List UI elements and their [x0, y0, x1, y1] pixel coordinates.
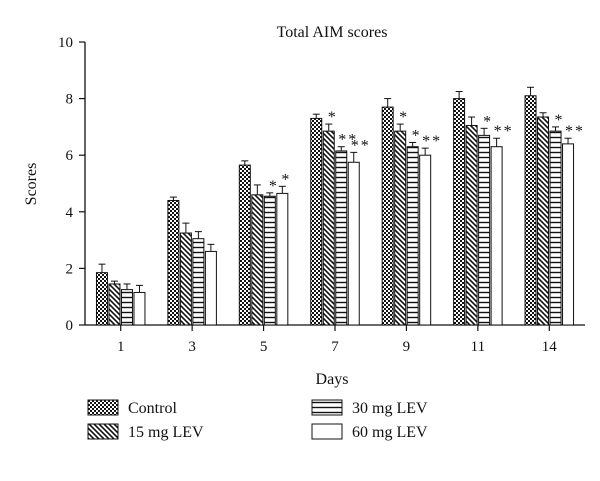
legend-label: Control — [128, 400, 177, 417]
y-tick-label: 10 — [58, 35, 73, 51]
legend-swatch — [311, 423, 343, 440]
significance-marker: ** — [422, 133, 442, 150]
legend-label: 30 mg LEV — [352, 400, 428, 417]
y-tick-label: 0 — [66, 318, 74, 334]
y-axis-label: Scores — [23, 163, 40, 206]
bar — [406, 146, 419, 326]
significance-marker: * — [281, 171, 291, 188]
y-tick-label: 8 — [66, 92, 74, 108]
bar — [322, 130, 335, 326]
bar — [108, 283, 121, 326]
bar — [133, 291, 146, 326]
bar — [167, 199, 180, 326]
bar — [204, 250, 217, 326]
bar — [238, 164, 251, 326]
bar — [537, 116, 550, 326]
x-tick-label: 14 — [542, 339, 558, 355]
y-tick-label: 6 — [66, 148, 74, 164]
bar — [179, 232, 192, 326]
bar — [335, 150, 348, 326]
x-tick-label: 5 — [260, 339, 268, 355]
x-tick-label: 9 — [403, 339, 411, 355]
significance-marker: * — [399, 109, 409, 126]
bar — [347, 161, 360, 326]
x-tick-label: 11 — [471, 339, 485, 355]
legend: Control 15 mg LEV 30 mg LEV 60 mg LEV — [87, 399, 428, 441]
bar — [251, 194, 264, 326]
significance-marker: * — [412, 127, 422, 144]
bar — [419, 154, 432, 326]
bar — [524, 95, 537, 326]
bar — [263, 195, 276, 326]
bar — [192, 238, 205, 326]
bar — [549, 130, 562, 326]
bars-group: * ******** ******** — [95, 86, 585, 326]
significance-marker: * — [483, 113, 493, 130]
bar — [95, 272, 108, 326]
bar — [381, 106, 394, 326]
significance-marker: ** — [565, 123, 585, 140]
x-tick-label: 1 — [117, 339, 125, 355]
significance-marker: * — [328, 109, 338, 126]
bar — [310, 117, 323, 326]
bar — [120, 289, 133, 326]
y-tick-label: 2 — [66, 261, 74, 277]
legend-label: 15 mg LEV — [128, 424, 204, 441]
bar — [490, 146, 503, 326]
x-axis-label: Days — [316, 371, 349, 388]
legend-swatch — [311, 399, 343, 416]
bar — [453, 98, 466, 326]
bar — [465, 124, 478, 326]
x-tick-label: 3 — [188, 339, 196, 355]
y-tick-label: 4 — [66, 205, 74, 221]
legend-label: 60 mg LEV — [352, 424, 428, 441]
bar — [394, 130, 407, 326]
chart-title: Total AIM scores — [277, 24, 388, 41]
significance-marker: ** — [338, 132, 358, 149]
x-tick-label: 7 — [331, 339, 339, 355]
bar — [276, 192, 289, 326]
significance-marker: ** — [494, 123, 514, 140]
significance-marker: * — [269, 178, 279, 195]
legend-swatch — [87, 399, 119, 416]
bar — [478, 134, 491, 326]
legend-swatch — [87, 423, 119, 440]
significance-marker: * — [555, 112, 565, 129]
significance-marker: ** — [351, 137, 371, 154]
bar — [562, 143, 575, 326]
